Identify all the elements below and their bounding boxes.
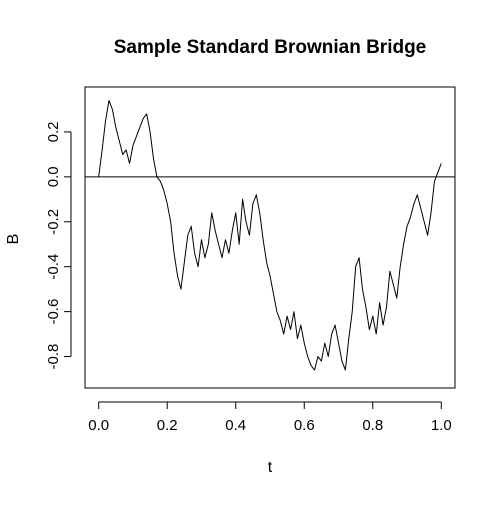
y-tick-label: 0.0 [45,166,62,187]
y-axis-title: B [5,234,22,245]
y-tick-label: -0.6 [45,299,62,325]
x-axis-title: t [268,459,273,476]
y-tick-label: -0.2 [45,209,62,235]
plot-frame [84,86,456,389]
chart-title: Sample Standard Brownian Bridge [114,37,427,58]
x-tick-label: 0.0 [88,417,109,434]
y-tick-label: 0.2 [45,121,62,142]
x-tick-label: 0.2 [157,417,178,434]
y-tick-label: -0.8 [45,344,62,370]
series-line [98,99,442,371]
x-tick-label: 1.0 [431,417,452,434]
y-tick-label: -0.4 [45,254,62,280]
plot-layer: 0.0 0.2 0.4 0.6 0.8 1.0 -0.8 -0.6 -0.4 -0.2 0.0 0.2 [45,99,455,434]
x-tick-label: 0.8 [362,417,383,434]
x-tick-label: 0.6 [294,417,315,434]
x-tick-label: 0.4 [225,417,246,434]
